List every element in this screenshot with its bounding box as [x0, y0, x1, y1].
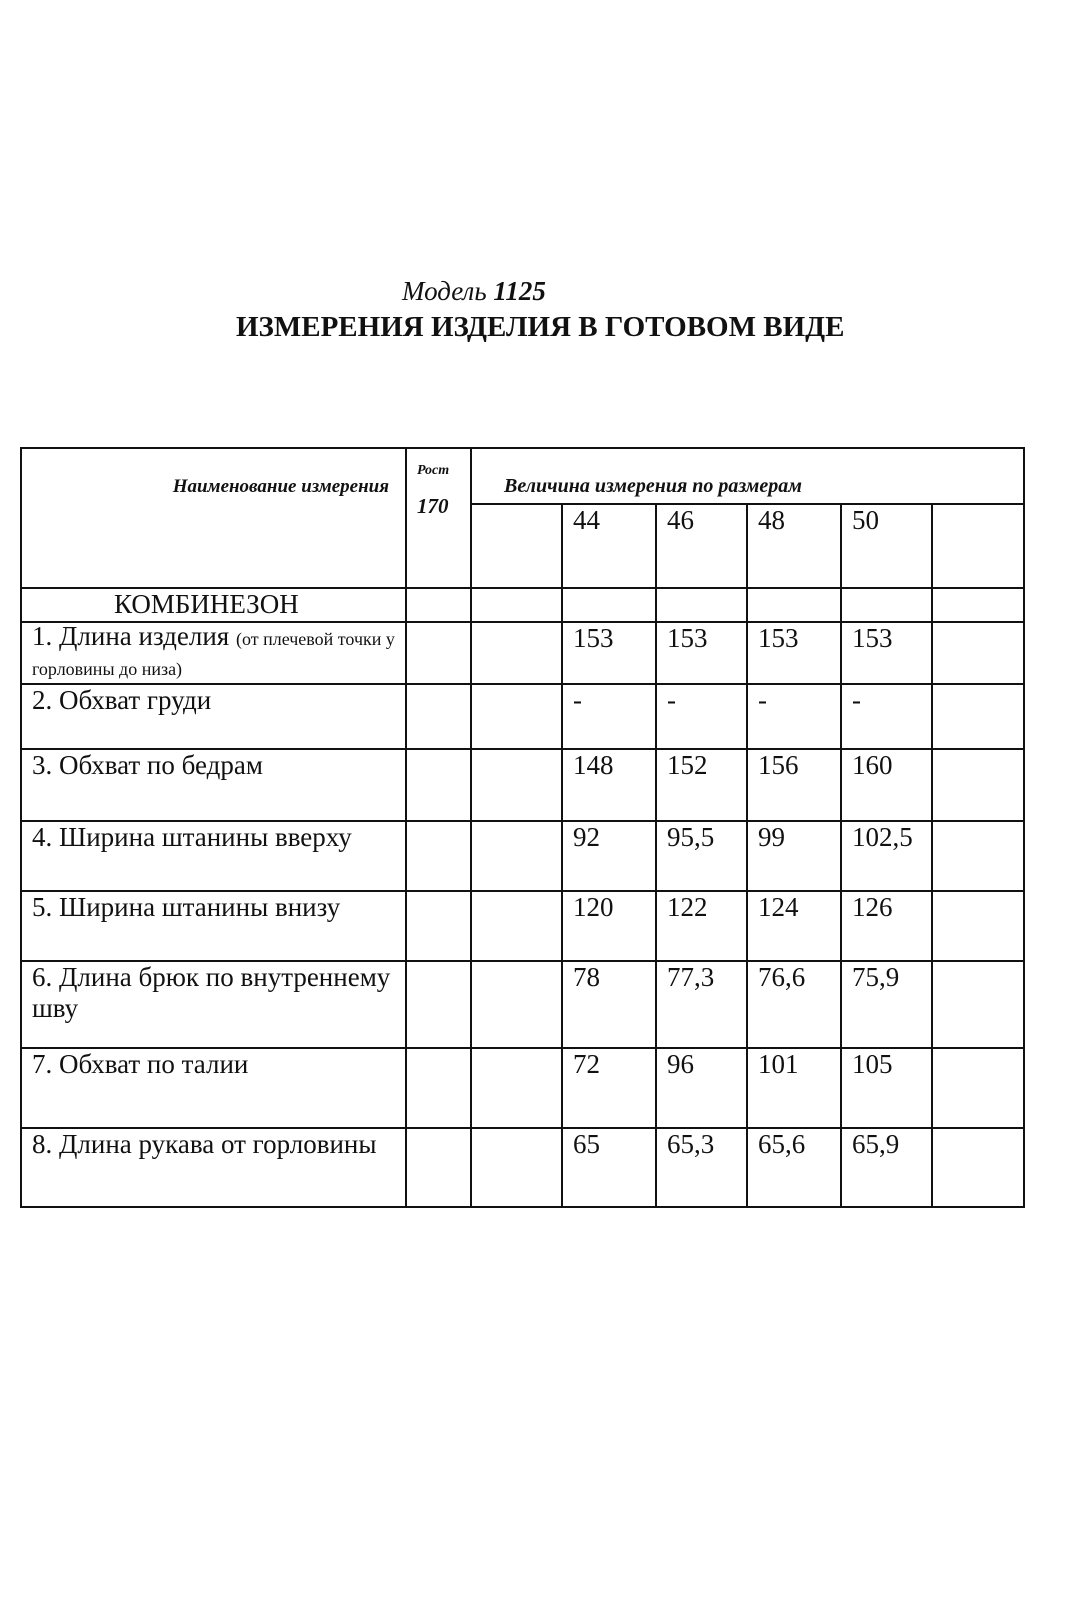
- value-cell: 77,3: [655, 960, 748, 1049]
- table-row: 6. Длина брюк по внутреннему шву 78 77,3 76…: [20, 960, 1026, 1049]
- size-cell: 44: [561, 503, 657, 589]
- size-cell-empty: [470, 503, 563, 589]
- measurements-table: Наименование измерения Рост 170 Величина …: [20, 447, 1026, 1208]
- value-cell: 156: [746, 748, 842, 822]
- size-cell: 50: [840, 503, 933, 589]
- value-cell: 102,5: [840, 820, 933, 892]
- value-cell: 92: [561, 820, 657, 892]
- table-row: 2. Обхват груди - - - -: [20, 683, 1026, 750]
- value-cell: 65,9: [840, 1127, 933, 1208]
- measurement-label: 2. Обхват груди: [32, 685, 212, 715]
- measurement-label: 5. Ширина штанины внизу: [32, 892, 341, 922]
- value-cell: 96: [655, 1047, 748, 1129]
- measurement-label: 7. Обхват по талии: [32, 1049, 249, 1079]
- height-value: 170: [417, 494, 449, 518]
- size-cell-empty: [930, 503, 1026, 589]
- value-cell: 72: [561, 1047, 657, 1129]
- measurement-name: 8. Длина рукава от горловины: [20, 1127, 407, 1208]
- model-label: Модель: [402, 276, 487, 306]
- height-label: Рост: [417, 463, 450, 478]
- measurement-label: 1. Длина изделия: [32, 622, 230, 651]
- measurement-name: 6. Длина брюк по внутреннему шву: [20, 960, 407, 1049]
- value-cell: 122: [655, 890, 748, 962]
- model-number: 1125: [493, 276, 546, 306]
- measurement-name: 5. Ширина штанины внизу: [20, 890, 407, 962]
- value-cell: 65: [561, 1127, 657, 1208]
- value-cell: 120: [561, 890, 657, 962]
- model-heading: Модель 1125: [402, 276, 546, 307]
- table-row: 8. Длина рукава от горловины 65 65,3 65,6 65…: [20, 1127, 1026, 1208]
- measurement-label: 3. Обхват по бедрам: [32, 750, 263, 780]
- table-row: 4. Ширина штанины вверху 92 95,5 99 102,5: [20, 820, 1026, 892]
- value-cell: 153: [746, 621, 842, 685]
- value-cell: 76,6: [746, 960, 842, 1049]
- table-row: 7. Обхват по талии 72 96 101 105: [20, 1047, 1026, 1129]
- value-cell: 105: [840, 1047, 933, 1129]
- table-row: 3. Обхват по бедрам 148 152 156 160: [20, 748, 1026, 822]
- value-cell: 148: [561, 748, 657, 822]
- measurement-label: 6. Длина брюк по внутреннему шву: [32, 962, 391, 1023]
- header-sizes: Величина измерения по размерам: [469, 447, 1026, 505]
- table-row: 5. Ширина штанины внизу 120 122 124 126: [20, 890, 1026, 962]
- value-cell: 78: [561, 960, 657, 1049]
- value-cell: 65,6: [746, 1127, 842, 1208]
- value-cell: 65,3: [655, 1127, 748, 1208]
- value-cell: 153: [561, 621, 657, 685]
- measurement-name: 7. Обхват по талии: [20, 1047, 407, 1129]
- value-cell: -: [655, 683, 748, 750]
- value-cell: -: [746, 683, 842, 750]
- measurement-label: 4. Ширина штанины вверху: [32, 822, 352, 852]
- page-title: ИЗМЕРЕНИЯ ИЗДЕЛИЯ В ГОТОВОМ ВИДЕ: [236, 311, 845, 343]
- measurement-note: (от плечевой точки у горловины до низа): [32, 629, 395, 679]
- size-cell: 46: [655, 503, 748, 589]
- value-cell: -: [561, 683, 657, 750]
- value-cell: 126: [840, 890, 933, 962]
- measurement-name: 4. Ширина штанины вверху: [20, 820, 407, 892]
- header-height: Рост 170: [405, 447, 472, 589]
- measurement-name: 2. Обхват груди: [20, 683, 407, 750]
- value-cell: 99: [746, 820, 842, 892]
- value-cell: 160: [840, 748, 933, 822]
- measurement-name: 3. Обхват по бедрам: [20, 748, 407, 822]
- value-cell: 152: [655, 748, 748, 822]
- value-cell: -: [840, 683, 933, 750]
- value-cell: 153: [655, 621, 748, 685]
- value-cell: 153: [840, 621, 933, 685]
- value-cell: 101: [746, 1047, 842, 1129]
- measurement-name: 1. Длина изделия (от плечевой точки у го…: [20, 621, 407, 685]
- table-row: 1. Длина изделия (от плечевой точки у го…: [20, 621, 1026, 685]
- value-cell: 95,5: [655, 820, 748, 892]
- value-cell: 124: [746, 890, 842, 962]
- header-name: Наименование измерения: [20, 447, 407, 589]
- value-cell: 75,9: [840, 960, 933, 1049]
- measurement-label: 8. Длина рукава от горловины: [32, 1129, 377, 1159]
- section-title: КОМБИНЕЗОН: [20, 587, 407, 623]
- size-cell: 48: [746, 503, 842, 589]
